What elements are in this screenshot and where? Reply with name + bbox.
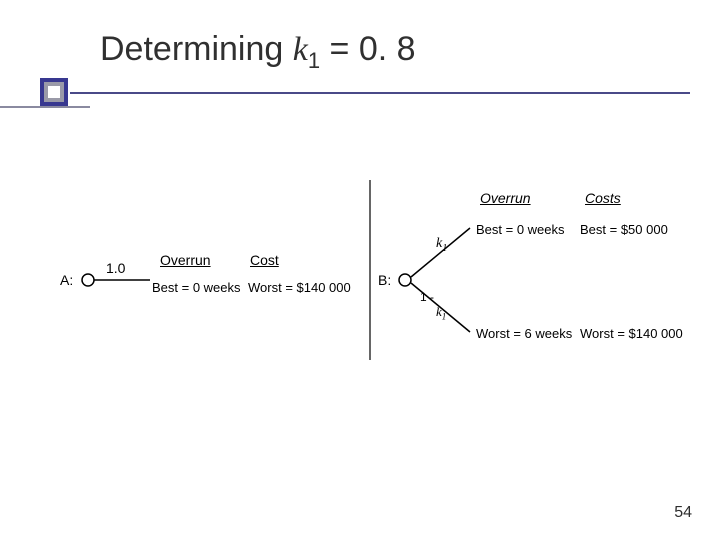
- k-lower: 1 -: [420, 290, 434, 304]
- title-sub: 1: [308, 48, 320, 73]
- node-b: [399, 274, 411, 286]
- title-suffix: = 0. 8: [320, 30, 415, 68]
- label-b: B:: [378, 272, 391, 288]
- left-overrun-val: Best = 0 weeks: [152, 280, 241, 295]
- rule-accent: [0, 106, 90, 108]
- right-overrun-hdr: Overrun: [480, 190, 531, 206]
- right-best-overrun: Best = 0 weeks: [476, 222, 565, 237]
- k-lower-prefix: 1 -: [420, 290, 434, 304]
- node-a: [82, 274, 94, 286]
- left-cost-hdr: Cost: [250, 252, 279, 268]
- title-area: Determining k1 = 0. 8: [0, 0, 720, 74]
- left-overrun-hdr: Overrun: [160, 252, 211, 268]
- k-upper: k1: [436, 236, 447, 254]
- page-title: Determining k1 = 0. 8: [60, 30, 720, 74]
- k-lower-var-wrap: k1: [436, 304, 446, 322]
- diagram-svg: [40, 180, 690, 380]
- k-upper-sub: 1: [442, 243, 447, 254]
- rule-main: [70, 92, 690, 94]
- page-number: 54: [674, 504, 692, 522]
- title-bullet-inner: [44, 82, 64, 102]
- title-var: k: [293, 31, 308, 68]
- right-best-cost: Best = $50 000: [580, 222, 668, 237]
- label-a: A:: [60, 272, 73, 288]
- left-cost-val: Worst = $140 000: [248, 280, 351, 295]
- right-worst-cost: Worst = $140 000: [580, 326, 683, 341]
- right-costs-hdr: Costs: [585, 190, 621, 206]
- right-worst-overrun: Worst = 6 weeks: [476, 326, 572, 341]
- title-prefix: Determining: [100, 30, 293, 68]
- k-lower-sub: 1: [442, 312, 447, 322]
- decision-diagram: A: 1.0 Overrun Cost Best = 0 weeks Worst…: [40, 180, 690, 380]
- label-a-prob: 1.0: [106, 260, 125, 276]
